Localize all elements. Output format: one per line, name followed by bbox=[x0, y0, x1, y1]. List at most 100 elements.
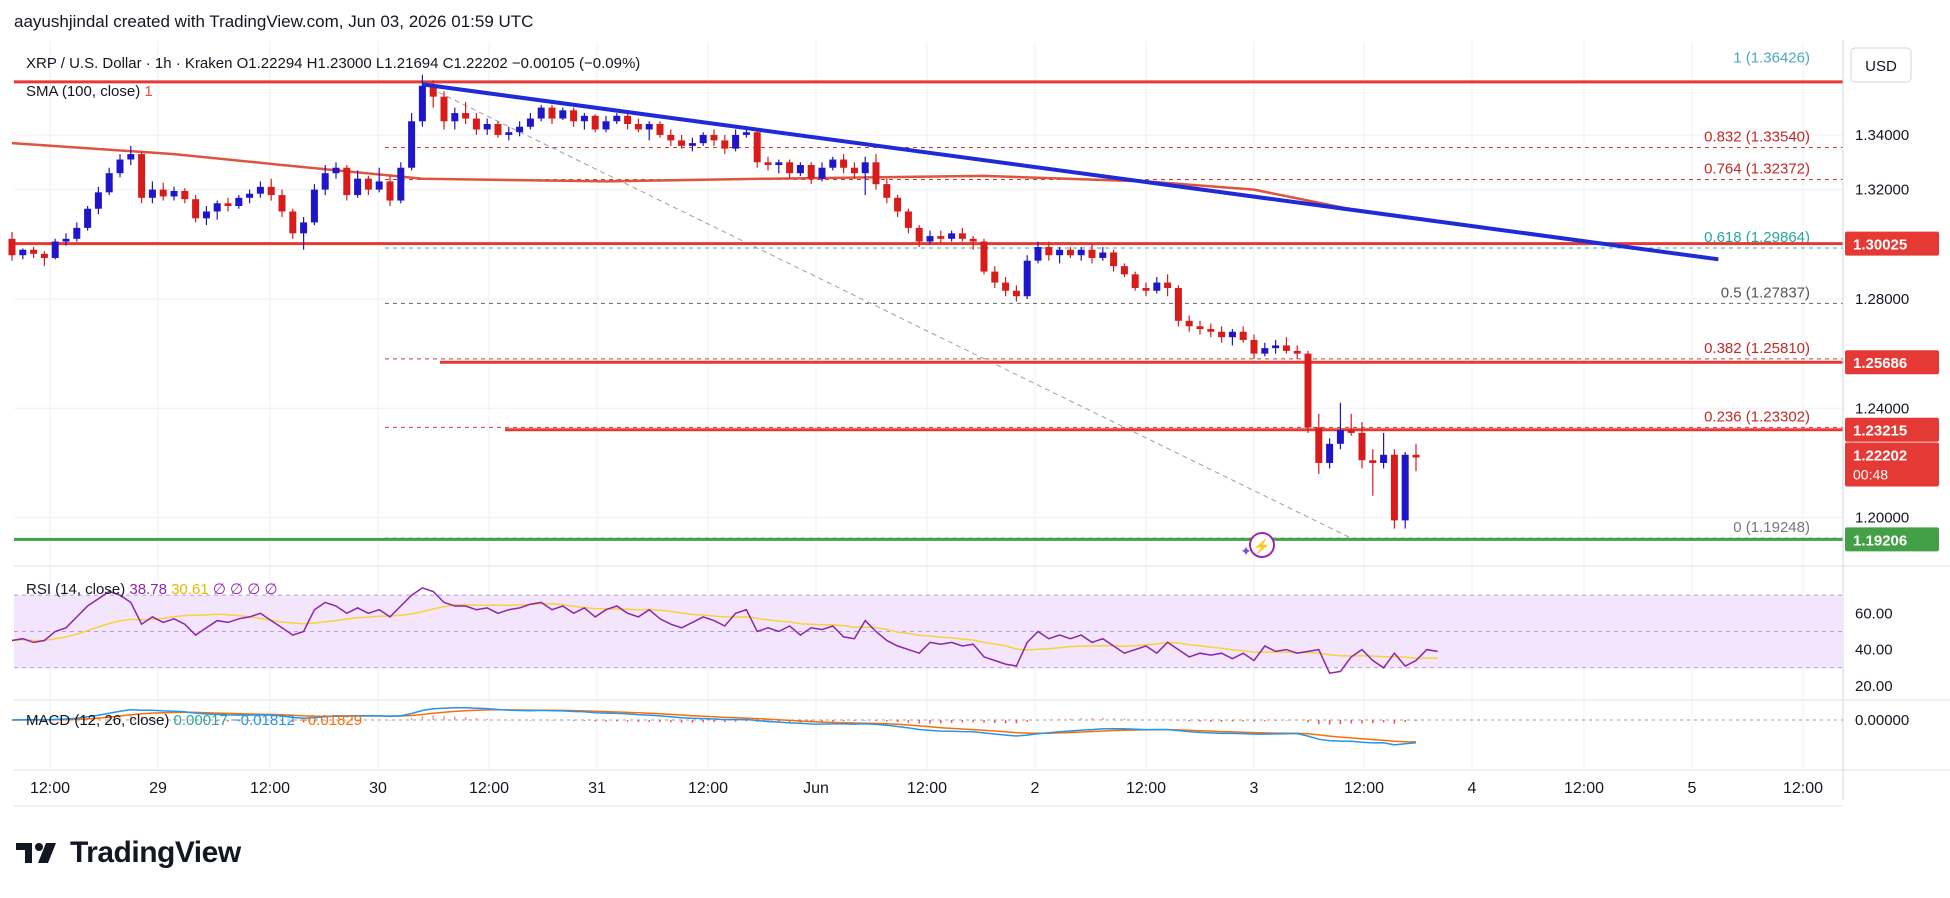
candle-body bbox=[688, 143, 696, 146]
candle-body bbox=[1077, 249, 1085, 256]
currency-label: USD bbox=[1865, 58, 1897, 75]
candle-body bbox=[1401, 454, 1409, 521]
candle-body bbox=[548, 107, 556, 119]
candle-body bbox=[159, 189, 167, 197]
candle-body bbox=[894, 197, 902, 212]
candle-body bbox=[1207, 329, 1215, 332]
candle-body bbox=[645, 124, 653, 130]
candle-body bbox=[483, 124, 491, 130]
level-tag bbox=[1845, 231, 1939, 256]
candle-body bbox=[1045, 247, 1053, 256]
candles-group bbox=[8, 74, 1420, 529]
candle-body bbox=[213, 203, 221, 212]
current-price-text: 1.22202 bbox=[1853, 447, 1907, 464]
candle-body bbox=[170, 190, 178, 197]
candle-body bbox=[537, 107, 545, 119]
candle-body bbox=[1347, 430, 1355, 433]
fib-diagonal bbox=[422, 83, 1352, 539]
candle-body bbox=[1002, 282, 1010, 291]
candle-body bbox=[1066, 249, 1074, 256]
candle-body bbox=[321, 173, 329, 190]
candle-body bbox=[1153, 282, 1161, 291]
candle-body bbox=[904, 211, 912, 228]
candle-body bbox=[51, 241, 59, 258]
macd-line bbox=[11, 707, 1417, 746]
candle-body bbox=[1164, 282, 1172, 289]
candle-body bbox=[850, 167, 858, 174]
candle-body bbox=[235, 197, 243, 207]
rsi-tick: 40.00 bbox=[1855, 642, 1893, 659]
time-tick: 12:00 bbox=[688, 780, 728, 797]
candle-body bbox=[278, 195, 286, 212]
candle-body bbox=[516, 126, 524, 133]
candle-body bbox=[84, 208, 92, 228]
author-header: aayushjindal created with TradingView.co… bbox=[14, 12, 534, 31]
candle-body bbox=[1380, 454, 1388, 463]
candle-body bbox=[980, 241, 988, 272]
candle-body bbox=[472, 118, 480, 130]
fib-label: 0.5 (1.27837) bbox=[1721, 284, 1810, 301]
candle-body bbox=[1239, 331, 1247, 340]
candle-body bbox=[1358, 432, 1366, 461]
fib-label: 0.832 (1.33540) bbox=[1704, 129, 1810, 146]
candle-body bbox=[148, 189, 156, 198]
price-chart[interactable]: 1 (1.36426) 0.832 (1.33540) 0.764 (1.32372… bbox=[0, 0, 1950, 830]
candle-body bbox=[364, 178, 372, 190]
candle-body bbox=[138, 154, 146, 198]
candle-body bbox=[1174, 288, 1182, 321]
price-tick: 1.24000 bbox=[1855, 400, 1909, 417]
bar-countdown: 00:48 bbox=[1853, 466, 1888, 482]
candle-body bbox=[505, 132, 513, 135]
fib-label: 0.236 (1.23302) bbox=[1704, 408, 1810, 425]
rsi-legend: RSI (14, close) 38.78 30.61 ∅ ∅ ∅ ∅ bbox=[26, 581, 278, 598]
candle-body bbox=[332, 167, 340, 174]
main-pane-bg bbox=[14, 42, 1843, 560]
candle-body bbox=[1196, 326, 1204, 330]
tradingview-brand[interactable]: TradingView bbox=[16, 836, 241, 870]
candle-body bbox=[570, 110, 578, 122]
fib-label: 0.618 (1.29864) bbox=[1704, 229, 1810, 246]
candle-body bbox=[872, 162, 880, 185]
candle-body bbox=[883, 184, 891, 198]
tradingview-logo-icon bbox=[16, 843, 56, 863]
time-tick: 12:00 bbox=[469, 780, 509, 797]
candle-body bbox=[62, 238, 70, 242]
candle-body bbox=[721, 140, 729, 149]
candle-body bbox=[1228, 331, 1236, 338]
time-tick: 12:00 bbox=[1126, 780, 1166, 797]
candle-body bbox=[699, 134, 707, 144]
time-tick: 12:00 bbox=[30, 780, 70, 797]
candle-body bbox=[991, 271, 999, 283]
candle-body bbox=[429, 85, 437, 97]
candle-body bbox=[267, 186, 275, 196]
level-tag bbox=[1845, 350, 1939, 375]
candle-body bbox=[796, 165, 804, 174]
level-tag bbox=[1845, 417, 1939, 442]
candle-body bbox=[1218, 331, 1226, 338]
candle-body bbox=[1088, 249, 1096, 258]
candle-body bbox=[1272, 345, 1280, 349]
time-tick: 5 bbox=[1688, 780, 1697, 797]
candle-body bbox=[1261, 348, 1269, 354]
candle-body bbox=[300, 222, 308, 234]
candle-body bbox=[1326, 443, 1334, 463]
candle-body bbox=[829, 159, 837, 168]
macd-tick: 0.00000 bbox=[1855, 712, 1909, 729]
time-tick: 29 bbox=[149, 780, 167, 797]
candle-body bbox=[937, 236, 945, 239]
time-tick: 30 bbox=[369, 780, 387, 797]
candle-body bbox=[1012, 290, 1020, 297]
macd-legend: MACD (12, 26, close) 0.00017 −0.01812 −0… bbox=[26, 712, 362, 729]
candle-body bbox=[192, 199, 200, 219]
time-tick: 12:00 bbox=[1344, 780, 1384, 797]
currency-box bbox=[1850, 47, 1912, 83]
candle-body bbox=[289, 211, 297, 234]
candle-body bbox=[1293, 350, 1301, 354]
candle-body bbox=[127, 154, 135, 160]
level-tag-text: 1.19206 bbox=[1853, 532, 1907, 549]
candle-body bbox=[591, 115, 599, 130]
time-tick: 4 bbox=[1468, 780, 1477, 797]
candle-body bbox=[948, 233, 956, 239]
candle-body bbox=[753, 132, 761, 163]
time-tick: 12:00 bbox=[907, 780, 947, 797]
